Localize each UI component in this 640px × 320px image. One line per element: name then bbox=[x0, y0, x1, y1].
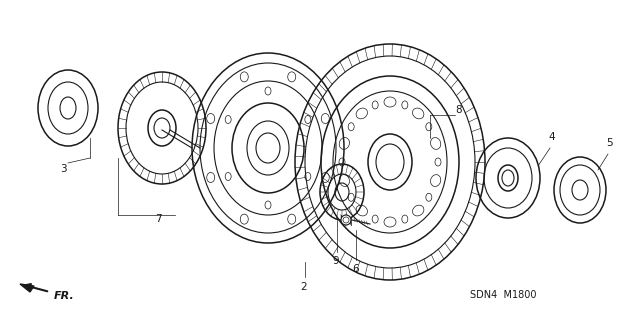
Text: FR.: FR. bbox=[54, 291, 75, 301]
Text: 7: 7 bbox=[155, 214, 162, 224]
Text: 6: 6 bbox=[352, 264, 358, 274]
Text: 8: 8 bbox=[455, 105, 461, 115]
Circle shape bbox=[341, 215, 351, 225]
Text: 9: 9 bbox=[332, 256, 339, 266]
Text: 3: 3 bbox=[60, 164, 67, 174]
Text: 5: 5 bbox=[606, 138, 612, 148]
Text: 2: 2 bbox=[300, 282, 307, 292]
Text: SDN4  M1800: SDN4 M1800 bbox=[470, 290, 536, 300]
Polygon shape bbox=[20, 284, 34, 292]
Text: 4: 4 bbox=[548, 132, 555, 142]
